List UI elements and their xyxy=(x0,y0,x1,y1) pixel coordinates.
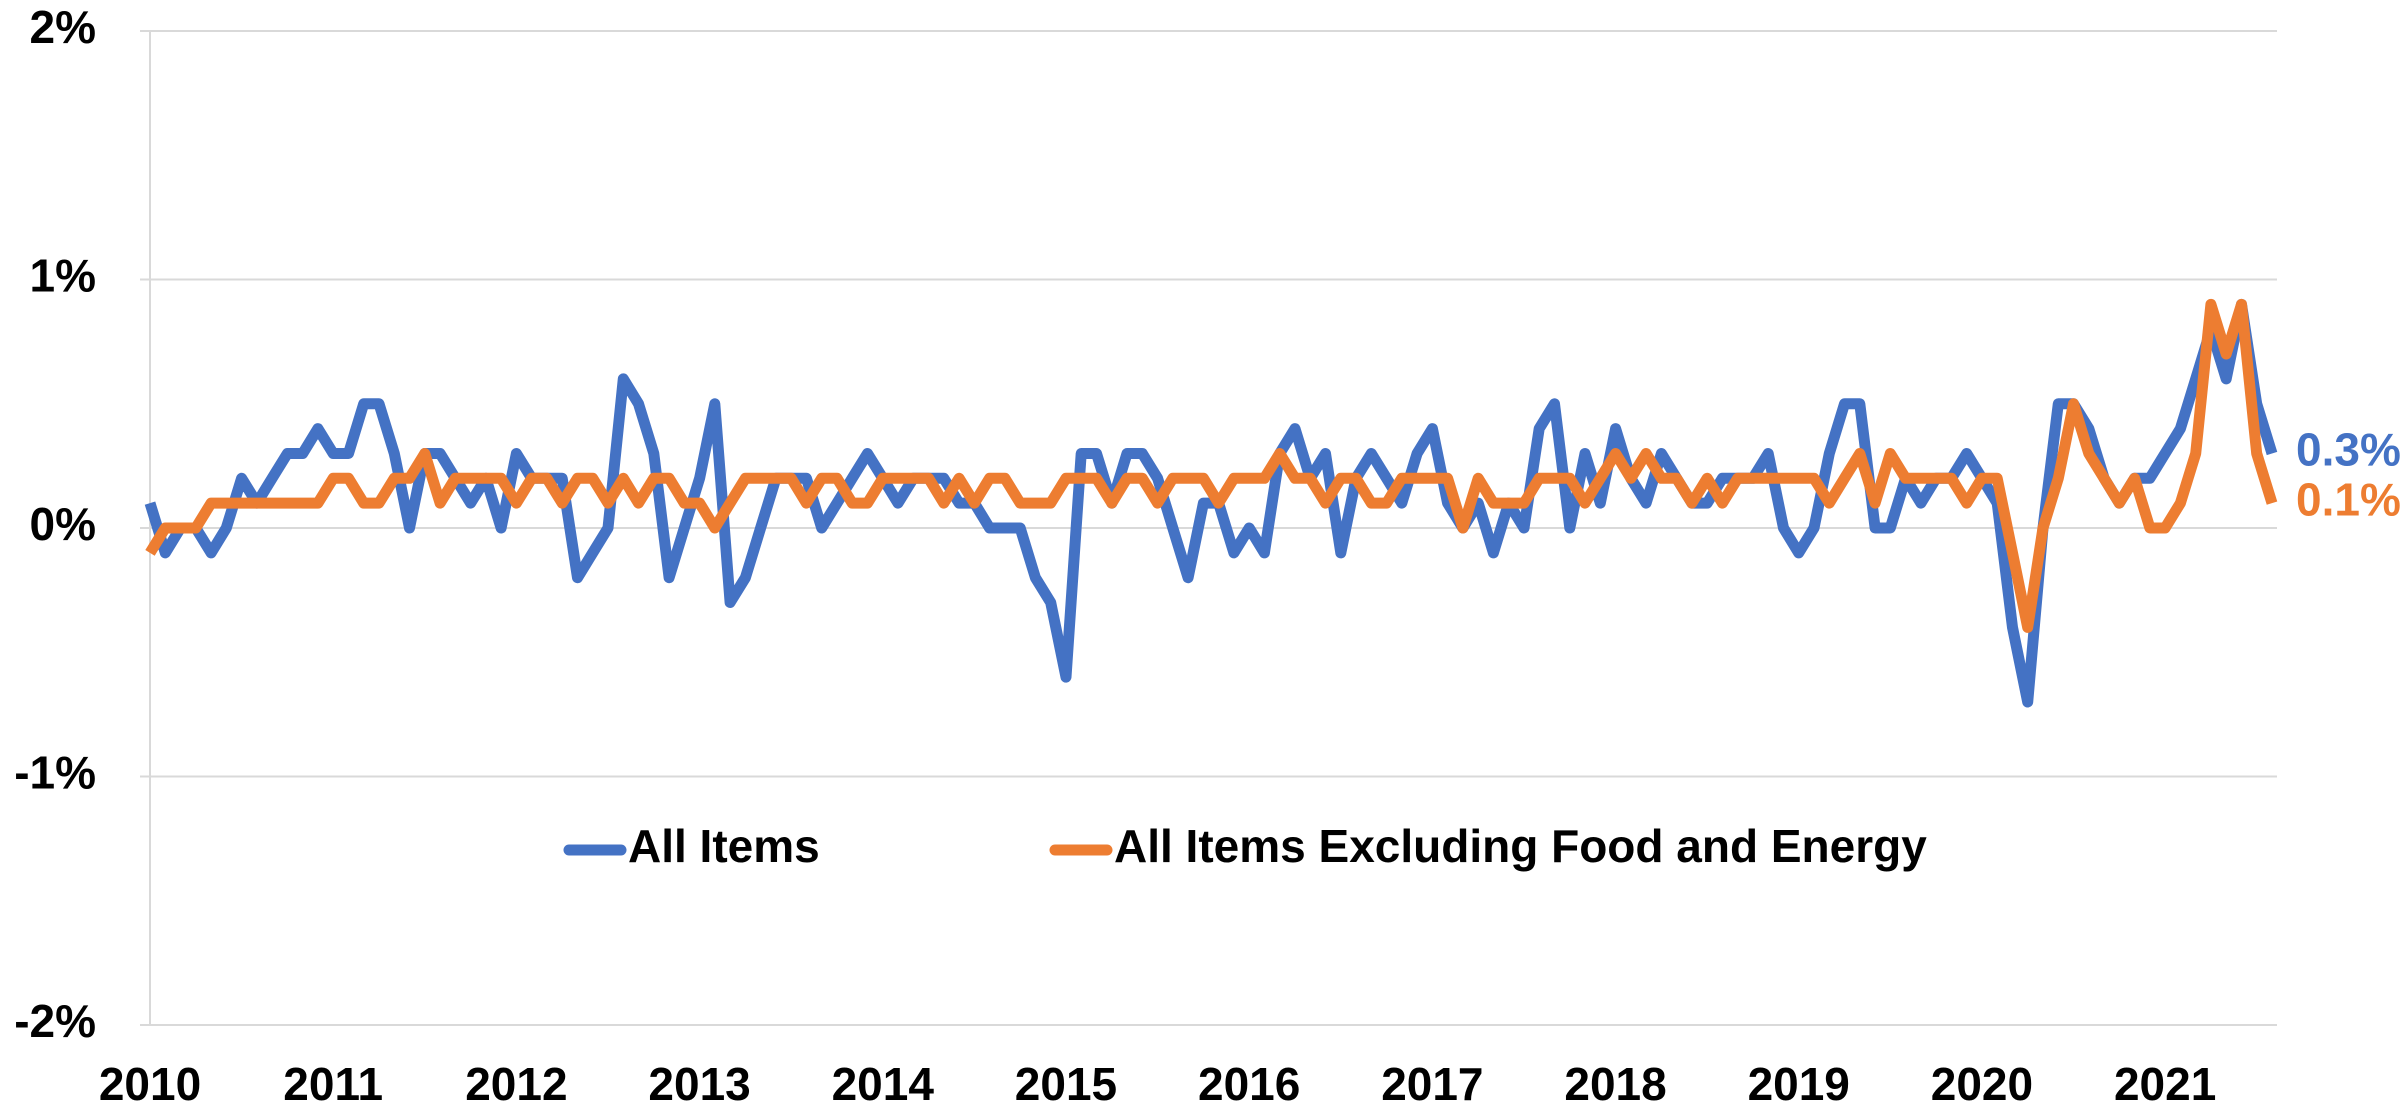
y-tick-label: -1% xyxy=(14,747,96,799)
x-tick-label: 2021 xyxy=(2114,1058,2216,1108)
y-tick-label: 1% xyxy=(30,250,96,302)
x-tick-label: 2017 xyxy=(1381,1058,1483,1108)
end-label: 0.3% xyxy=(2296,424,2401,476)
x-tick-label: 2011 xyxy=(283,1058,383,1108)
x-tick-label: 2015 xyxy=(1015,1058,1117,1108)
y-tick-label: 0% xyxy=(30,498,96,550)
x-tick-label: 2016 xyxy=(1198,1058,1300,1108)
end-label: 0.1% xyxy=(2296,473,2401,525)
x-tick-label: 2012 xyxy=(465,1058,567,1108)
x-tick-label: 2020 xyxy=(1931,1058,2033,1108)
x-tick-label: 2018 xyxy=(1564,1058,1666,1108)
legend-label: All Items xyxy=(628,820,820,872)
y-tick-label: 2% xyxy=(30,1,96,53)
x-tick-label: 2019 xyxy=(1748,1058,1850,1108)
x-tick-label: 2014 xyxy=(832,1058,935,1108)
x-tick-label: 2010 xyxy=(99,1058,201,1108)
line xyxy=(144,298,2278,708)
line xyxy=(145,298,2278,633)
legend-label: All Items Excluding Food and Energy xyxy=(1114,820,1927,872)
y-tick-label: -2% xyxy=(14,995,96,1047)
x-tick-label: 2013 xyxy=(648,1058,750,1108)
